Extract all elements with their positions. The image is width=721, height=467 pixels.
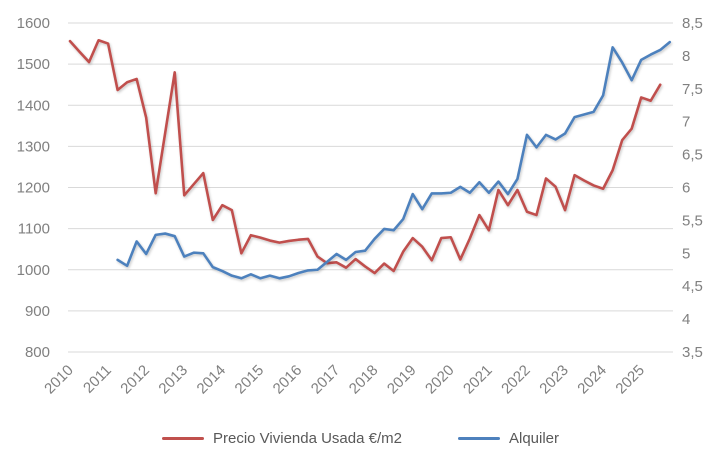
x-axis-year-label: 2024	[574, 362, 610, 398]
x-axis-year-label: 2021	[460, 362, 496, 398]
y-axis-left-tick-label: 1500	[17, 56, 50, 73]
y-axis-left-tick-label: 1400	[17, 97, 50, 114]
x-axis-year-label: 2010	[41, 362, 77, 398]
y-axis-right-tick-label: 4,5	[682, 278, 703, 295]
x-axis-year-label: 2011	[80, 362, 115, 397]
x-axis-year-label: 2019	[384, 362, 420, 398]
x-axis-year-label: 2023	[536, 362, 572, 398]
legend-label-alquiler: Alquiler	[508, 430, 560, 447]
y-axis-right-tick-label: 7	[682, 114, 690, 131]
series-line-precio-vivienda	[68, 38, 662, 275]
y-axis-left-tick-label: 800	[25, 344, 50, 361]
y-axis-right-tick-label: 8,5	[682, 15, 703, 32]
y-axis-left-tick-label: 900	[25, 303, 50, 320]
y-axis-left-tick-label: 1600	[17, 15, 50, 32]
x-axis-year-label: 2012	[117, 362, 153, 398]
x-axis-year-label: 2013	[155, 362, 191, 398]
y-axis-right-tick-label: 3,5	[682, 344, 703, 361]
x-axis-year-label: 2025	[612, 362, 648, 398]
y-axis-left-tick-label: 1000	[17, 262, 50, 279]
y-axis-right-tick-label: 4	[682, 311, 690, 328]
legend-swatch-alquiler	[457, 437, 500, 440]
line-chart: 1600 1500 1400 1300 1200 1100 1000 900 800 8,5 8 7,…	[17, 15, 703, 398]
y-axis-left-tick-label: 1300	[17, 138, 50, 155]
y-axis-left-tick-label: 1100	[18, 221, 50, 238]
x-axis-year-label: 2015	[232, 362, 268, 398]
x-axis-year-label: 2014	[194, 362, 230, 398]
x-axis-year-label: 2016	[270, 362, 306, 398]
y-axis-right-tick-label: 6,5	[682, 147, 703, 164]
y-axis-right-tick-label: 6	[682, 180, 690, 197]
x-axis-year-label: 2018	[346, 362, 382, 398]
legend-item-precio-vivienda: Precio Vivienda Usada €/m2	[161, 430, 402, 447]
x-axis-year-label: 2022	[498, 362, 534, 398]
x-axis-year-label: 2017	[308, 362, 344, 398]
x-axis-year-label: 2020	[422, 362, 458, 398]
y-axis-right-tick-label: 8	[682, 48, 690, 65]
chart-legend: Precio Vivienda Usada €/m2 Alquiler	[0, 430, 721, 447]
y-axis-left-tick-label: 1200	[17, 180, 50, 197]
legend-item-alquiler: Alquiler	[457, 430, 560, 447]
legend-label-precio-vivienda: Precio Vivienda Usada €/m2	[212, 430, 402, 447]
legend-swatch-precio-vivienda	[161, 437, 204, 440]
y-axis-right-tick-label: 5	[682, 245, 690, 262]
series-line-alquiler	[116, 40, 672, 280]
y-axis-right-tick-label: 7,5	[682, 81, 703, 98]
y-axis-right-tick-label: 5,5	[682, 212, 703, 229]
